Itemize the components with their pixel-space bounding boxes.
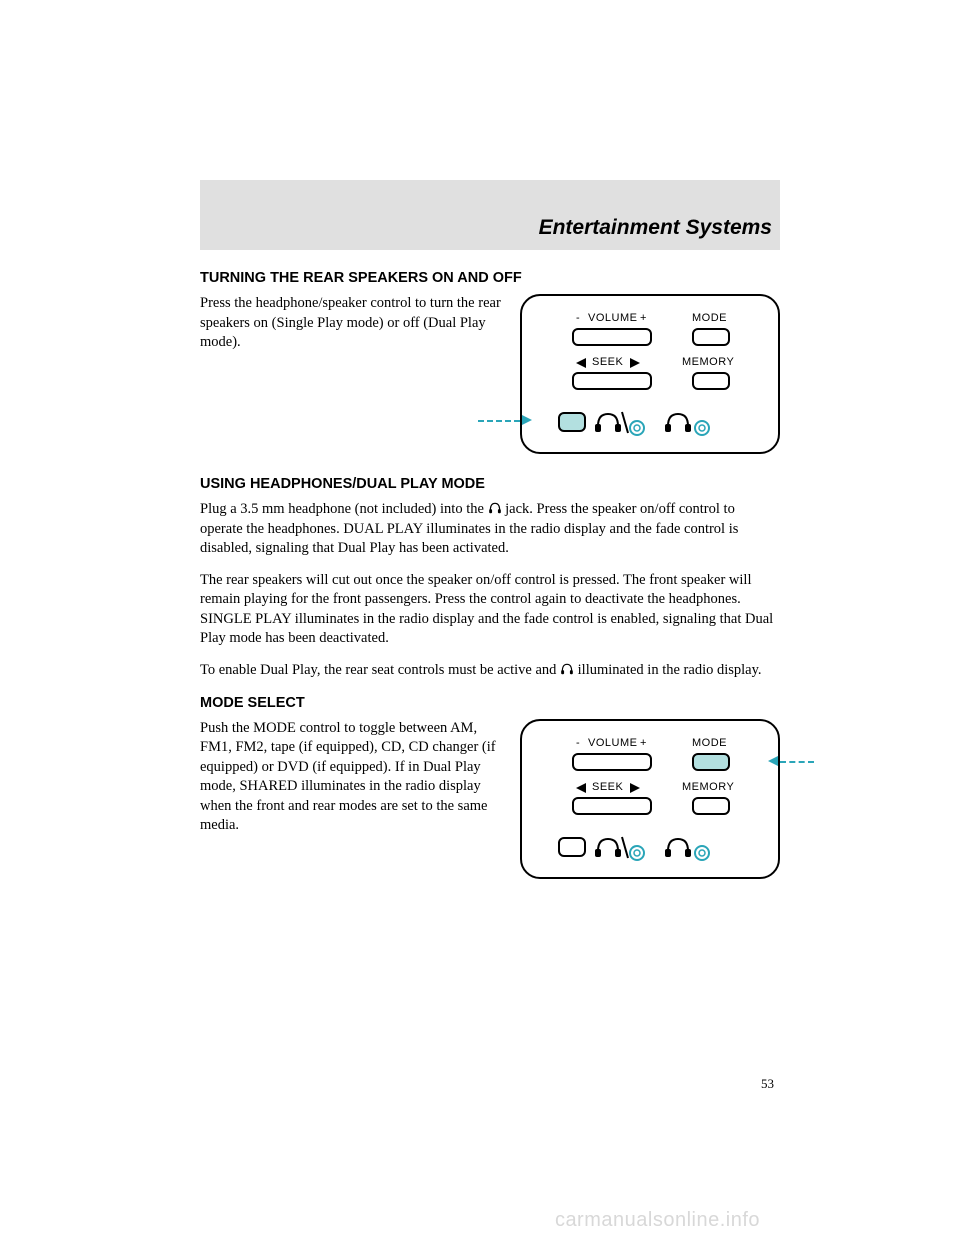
- memory-label: MEMORY: [682, 356, 734, 368]
- minus-label-2: -: [576, 737, 580, 749]
- headphone-jack-icon-2: [662, 835, 712, 861]
- section2-p1: Plug a 3.5 mm headphone (not included) i…: [200, 500, 780, 559]
- section3-row: Push the MODE control to toggle between …: [200, 719, 780, 879]
- seek-label-2: SEEK: [592, 781, 623, 793]
- pointer-line-2: [780, 761, 814, 763]
- pointer-line-1: [478, 420, 520, 422]
- section2-p1a: Plug a 3.5 mm headphone (not included) i…: [200, 501, 488, 517]
- speaker-toggle-button[interactable]: [558, 412, 586, 432]
- section2-p3a: To enable Dual Play, the rear seat contr…: [200, 662, 560, 678]
- section1-row: Press the headphone/speaker control to t…: [200, 294, 780, 454]
- mode-label: MODE: [692, 312, 727, 324]
- headphone-speaker-icon: [592, 410, 646, 436]
- speaker-toggle-button-2[interactable]: [558, 837, 586, 857]
- page-content: Entertainment Systems TURNING THE REAR S…: [0, 0, 960, 879]
- section1-heading: TURNING THE REAR SPEAKERS ON AND OFF: [200, 270, 780, 286]
- chapter-title: Entertainment Systems: [539, 216, 772, 240]
- watermark: carmanualsonline.info: [555, 1209, 760, 1232]
- seek-right-icon-2: [630, 783, 640, 793]
- section2-p3: To enable Dual Play, the rear seat contr…: [200, 661, 780, 681]
- seek-button-2[interactable]: [572, 797, 652, 815]
- seek-label: SEEK: [592, 356, 623, 368]
- memory-label-2: MEMORY: [682, 781, 734, 793]
- memory-button[interactable]: [692, 372, 730, 390]
- headphone-jack-icon: [662, 410, 712, 436]
- section1-body: Press the headphone/speaker control to t…: [200, 294, 502, 353]
- seek-left-icon-2: [576, 783, 586, 793]
- section3-heading: MODE SELECT: [200, 695, 780, 711]
- mode-label-2: MODE: [692, 737, 727, 749]
- page-number: 53: [761, 1076, 774, 1092]
- section2-p3b: illuminated in the radio display.: [574, 662, 762, 678]
- section3-body: Push the MODE control to toggle between …: [200, 719, 502, 836]
- seek-left-icon: [576, 358, 586, 368]
- headphone-speaker-icon-2: [592, 835, 646, 861]
- mode-button-highlighted[interactable]: [692, 753, 730, 771]
- mode-button[interactable]: [692, 328, 730, 346]
- control-panel-1: - VOLUME + MODE SEEK MEMORY: [520, 294, 780, 454]
- memory-button-2[interactable]: [692, 797, 730, 815]
- section2-heading: USING HEADPHONES/DUAL PLAY MODE: [200, 476, 780, 492]
- headphone-inline-icon-2: [560, 662, 574, 676]
- volume-button[interactable]: [572, 328, 652, 346]
- control-panel-2: - VOLUME + MODE SEEK MEMORY: [520, 719, 780, 879]
- headphone-inline-icon: [488, 501, 502, 515]
- header-bar: Entertainment Systems: [200, 180, 780, 250]
- section2-p2: The rear speakers will cut out once the …: [200, 571, 780, 649]
- plus-label: +: [640, 312, 647, 324]
- volume-button-2[interactable]: [572, 753, 652, 771]
- minus-label: -: [576, 312, 580, 324]
- volume-label-2: VOLUME: [588, 737, 637, 749]
- plus-label-2: +: [640, 737, 647, 749]
- seek-button[interactable]: [572, 372, 652, 390]
- volume-label: VOLUME: [588, 312, 637, 324]
- seek-right-icon: [630, 358, 640, 368]
